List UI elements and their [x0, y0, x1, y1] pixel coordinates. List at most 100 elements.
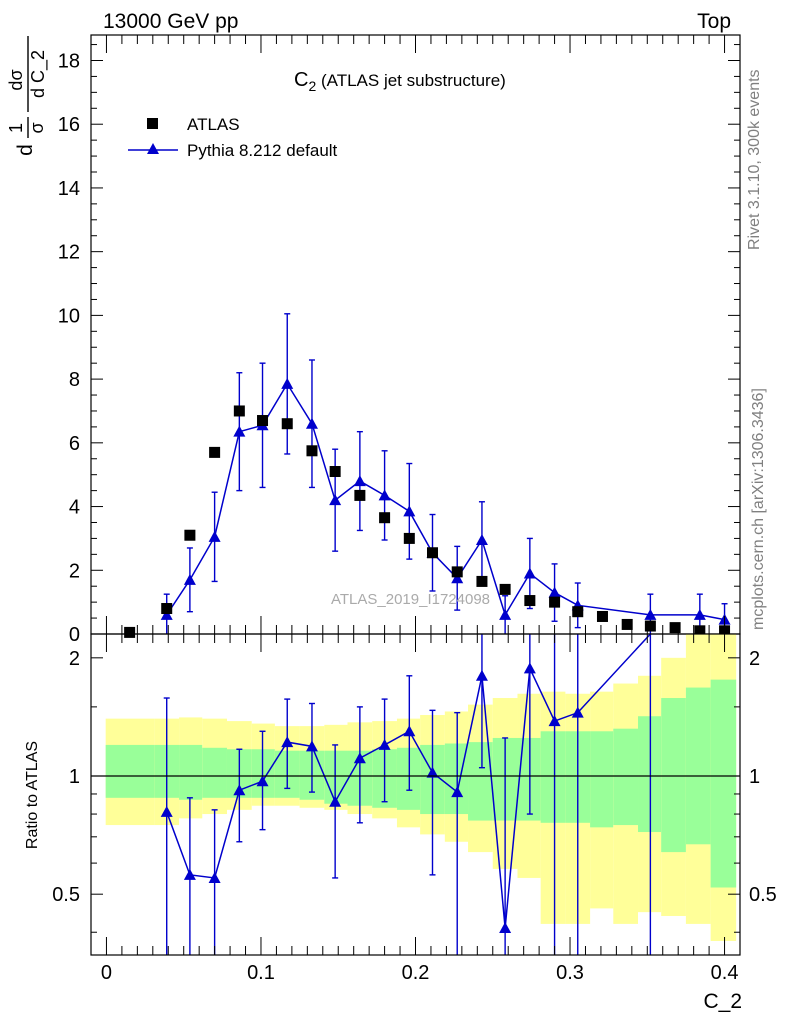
pythia-point	[693, 608, 706, 620]
atlas-point	[257, 415, 269, 427]
inner-band-segment	[396, 747, 421, 810]
inner-band-segment	[517, 737, 541, 821]
header-right: Top	[697, 10, 731, 33]
atlas-point	[233, 405, 245, 417]
atlas-point	[209, 446, 221, 458]
main-y-tick-label: 12	[58, 242, 80, 264]
atlas-point	[596, 610, 608, 622]
inner-band-segment	[540, 731, 566, 823]
pythia-point	[329, 494, 342, 506]
pythia-point	[523, 567, 536, 579]
inner-band-segment	[251, 749, 275, 798]
ratio-pythia-point	[548, 715, 561, 727]
ratio-uncertainty-bands	[105, 634, 737, 941]
main-y-tick-label: 18	[58, 50, 80, 72]
ylabel-frac1-num: 1	[6, 123, 26, 133]
x-tick-label: 0.2	[402, 962, 430, 984]
atlas-point	[354, 489, 366, 501]
atlas-point	[426, 547, 438, 559]
ratio-pythia-point	[426, 766, 439, 778]
ratio-pythia-point	[305, 740, 318, 752]
atlas-point	[572, 606, 584, 618]
ratio-y-tick-label-right: 1	[749, 766, 760, 788]
atlas-point	[621, 618, 633, 630]
atlas-point	[476, 575, 488, 587]
main-y-tick-label: 0	[69, 624, 80, 646]
watermark: ATLAS_2019_I1724098	[331, 591, 490, 608]
chart-title-main: C	[294, 69, 308, 91]
ratio-pythia-point	[475, 669, 488, 681]
ratio-x-axis: 0 0.1 0.2 0.3 0.4	[101, 634, 738, 984]
x-tick-label: 0.1	[247, 962, 275, 984]
atlas-point	[329, 466, 341, 478]
pythia-point	[281, 377, 294, 389]
x-tick-label: 0	[101, 962, 112, 984]
atlas-point	[524, 595, 536, 607]
pythia-point	[548, 586, 561, 598]
atlas-point	[306, 445, 318, 457]
main-y-tick-label: 8	[69, 369, 80, 391]
pythia-point	[499, 608, 512, 620]
pythia-line	[166, 382, 725, 621]
atlas-point	[499, 583, 511, 595]
ratio-pythia-point	[329, 795, 342, 807]
legend: ATLAS Pythia 8.212 default	[128, 115, 338, 160]
ratio-pythia-point	[353, 752, 366, 764]
legend-pythia-marker	[147, 143, 159, 154]
ratio-pythia-point	[160, 805, 173, 817]
main-y-label: d 1 σ dσ d C_2	[6, 36, 49, 156]
pythia-point	[644, 608, 657, 620]
ratio-plot-area	[160, 633, 652, 955]
inner-band-segment	[590, 731, 614, 828]
ratio-pythia-point	[256, 775, 269, 787]
atlas-point	[644, 620, 656, 632]
ratio-pythia-point	[183, 868, 196, 880]
pythia-point	[233, 425, 246, 437]
pythia-point	[403, 505, 416, 517]
ratio-pythia-point	[523, 662, 536, 674]
atlas-point	[124, 626, 136, 638]
x-axis-label: C_2	[703, 990, 742, 1013]
pythia-point	[160, 608, 173, 620]
ylabel-frac1-den: σ	[27, 122, 47, 133]
ratio-y-tick-label-right: 2	[749, 648, 760, 670]
ratio-panel: 0.5 0.51 12 2 0 0.1 0.2 0.3 0.4 Ratio to ATLAS …	[24, 633, 777, 1013]
ratio-pythia-point	[499, 922, 512, 934]
atlas-point	[451, 566, 463, 578]
inner-band-segment	[105, 744, 155, 798]
rivet-label: Rivet 3.1.10, 300k events	[746, 69, 763, 250]
main-y-axis: 0 2 4 6 8 10 12 14 16 18	[58, 35, 740, 646]
inner-band-segment	[179, 744, 203, 800]
main-y-tick-label: 6	[69, 433, 80, 455]
atlas-point	[161, 603, 173, 615]
inner-band-segment	[613, 728, 639, 826]
inner-band-segment	[710, 679, 737, 888]
ratio-pythia-point	[403, 725, 416, 737]
ratio-y-tick-label: 2	[69, 648, 80, 670]
ratio-y-tick-label-right: 0.5	[749, 884, 777, 906]
pythia-point	[183, 573, 196, 585]
inner-band-segment	[324, 750, 348, 804]
ratio-y-tick-label: 0.5	[52, 884, 80, 906]
inner-band-segment	[202, 747, 227, 798]
pythia-point	[475, 534, 488, 546]
ratio-pythia-point	[378, 738, 391, 750]
ratio-pythia-point	[281, 736, 294, 748]
legend-atlas-label: ATLAS	[187, 115, 240, 134]
pythia-point	[353, 475, 366, 487]
inner-band-segment	[638, 716, 662, 833]
ylabel-frac2-num: dσ	[6, 69, 26, 90]
mcplots-label: mcplots.cern.ch [arXiv:1306.3436]	[750, 388, 767, 630]
atlas-point	[403, 532, 415, 544]
main-y-tick-label: 14	[58, 178, 80, 200]
ratio-y-label: Ratio to ATLAS	[24, 741, 41, 849]
chart-title-subscript: 2	[308, 78, 316, 94]
pythia-point	[378, 489, 391, 501]
main-y-tick-label: 4	[69, 497, 80, 519]
atlas-point	[379, 512, 391, 524]
chart-title-rest: (ATLAS jet substructure)	[316, 71, 506, 90]
ratio-pythia-point	[571, 706, 584, 718]
inner-band-segment	[685, 687, 711, 845]
atlas-point	[669, 622, 681, 634]
